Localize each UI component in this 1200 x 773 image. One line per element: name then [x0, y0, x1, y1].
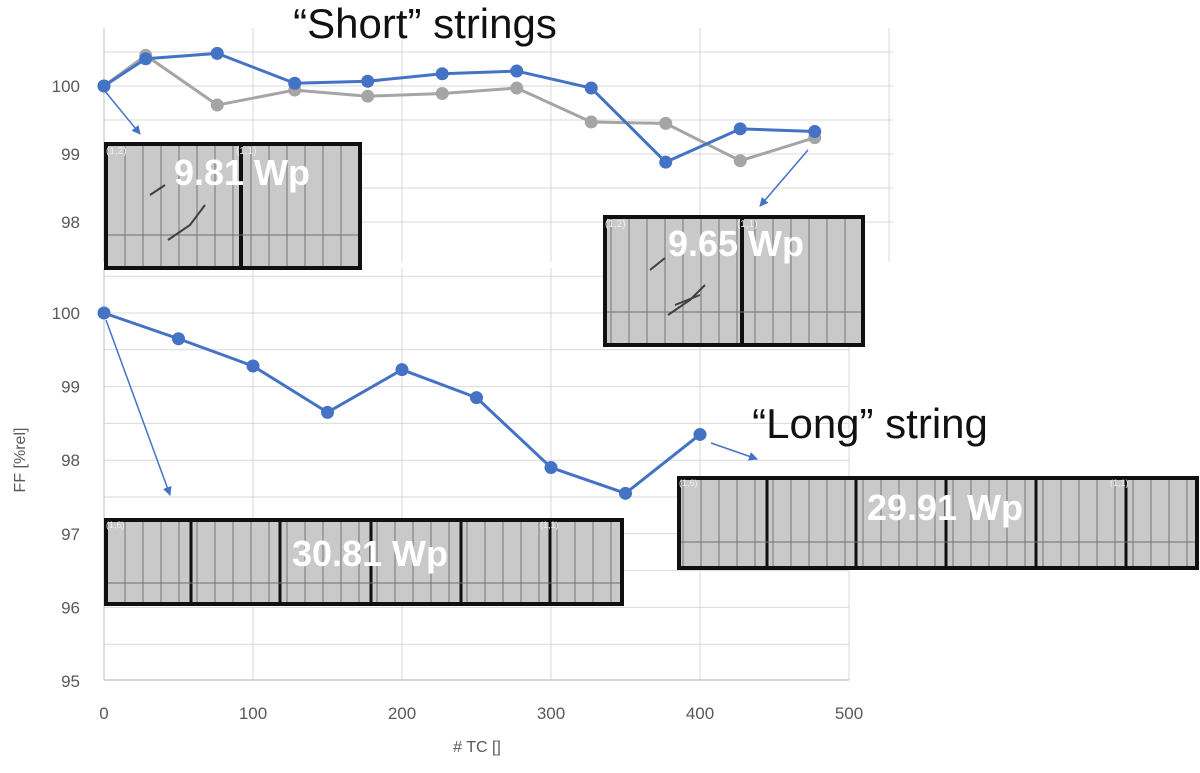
- long-y-tick-label: 99: [61, 378, 80, 397]
- short-strings-series: [97, 46, 822, 169]
- short-series-2-point: [808, 125, 822, 139]
- short-series-1-point: [210, 98, 224, 112]
- short-series-2-point: [510, 64, 524, 78]
- short-series-1-point: [510, 81, 524, 95]
- long-string-title: “Long” string: [752, 400, 988, 447]
- short-series-2-point: [210, 46, 224, 60]
- short-y-tick-label: 100: [52, 77, 80, 96]
- long-string-x-ticks: 0 100 200 300 400 500: [99, 704, 863, 723]
- long-y-tick-label: 96: [61, 598, 80, 617]
- short-strings-title: “Short” strings: [293, 0, 557, 47]
- long-series-1-point: [544, 461, 558, 475]
- long-series-1-point: [172, 332, 185, 346]
- long-series-1-point: [693, 427, 707, 441]
- short-series-2-point: [97, 79, 111, 93]
- long-x-tick-label: 500: [835, 704, 863, 723]
- short-series-2-point: [288, 76, 302, 90]
- y-axis-label: FF [%rel]: [12, 428, 29, 493]
- x-axis-label: # TC []: [453, 739, 501, 756]
- inset-short-initial-power-label: 9.81 Wp: [174, 152, 310, 193]
- short-series-2-point: [659, 155, 673, 169]
- short-y-tick-label: 98: [61, 213, 80, 232]
- short-series-1-point: [733, 154, 747, 168]
- short-series-2-point: [733, 122, 747, 136]
- short-series-1-point: [584, 115, 598, 129]
- el-image-short-final: (1,2) (1,1) 9.65 Wp: [603, 215, 865, 347]
- inset-long-initial-cell-label-right: (1,1): [540, 520, 559, 530]
- short-series-1-point: [435, 86, 449, 100]
- long-y-tick-label: 97: [61, 525, 80, 544]
- inset-long-final-cell-label-right: (1,1): [1110, 478, 1129, 488]
- short-series-2-point: [435, 67, 449, 81]
- inset-short-final-cell-label-left: (1,2): [605, 219, 626, 230]
- long-x-tick-label: 400: [686, 704, 714, 723]
- short-strings-y-ticks: 98 99 100: [52, 77, 80, 232]
- long-x-tick-label: 200: [388, 704, 416, 723]
- long-string-series: [97, 306, 707, 500]
- inset-long-initial-cell-label-left: (1,6): [106, 520, 125, 530]
- el-image-long-initial: (1,6) (1,1) 30.81 Wp: [104, 518, 624, 606]
- arrow-long-end: [710, 442, 758, 461]
- long-x-tick-label: 100: [239, 704, 267, 723]
- inset-long-initial-power-label: 30.81 Wp: [292, 533, 448, 574]
- el-image-short-initial: (1,2) (1,1) 9.81 Wp: [104, 142, 362, 270]
- inset-short-initial-cell-label-right: (1,1): [236, 146, 257, 157]
- long-series-1-point: [619, 486, 632, 500]
- short-series-1-point: [659, 116, 673, 130]
- long-y-tick-label: 100: [52, 304, 80, 323]
- short-y-tick-label: 99: [61, 145, 80, 164]
- short-series-2-point: [361, 74, 375, 88]
- arrow-short-start: [103, 89, 141, 135]
- inset-long-final-power-label: 29.91 Wp: [867, 487, 1023, 528]
- inset-short-final-cell-label-right: (1,1): [737, 219, 758, 230]
- long-y-tick-label: 98: [61, 451, 80, 470]
- callout-arrows: [103, 89, 809, 496]
- long-string-y-ticks: 95 96 97 98 99 100: [52, 304, 80, 691]
- long-x-tick-label: 0: [99, 704, 108, 723]
- inset-short-initial-cell-label-left: (1,2): [106, 146, 127, 157]
- long-series-1-point: [321, 405, 334, 419]
- short-series-2-point: [584, 81, 598, 95]
- long-series-1-point: [395, 363, 409, 377]
- long-x-tick-label: 300: [537, 704, 565, 723]
- inset-long-final-cell-label-left: (1,6): [679, 478, 698, 488]
- short-series-1-point: [361, 89, 375, 103]
- long-series-1-point: [97, 306, 111, 320]
- long-y-tick-label: 95: [61, 672, 80, 691]
- arrow-long-start: [105, 319, 172, 496]
- short-series-2-point: [139, 52, 153, 66]
- el-image-long-final: (1,6) (1,1) 29.91 Wp: [677, 476, 1199, 570]
- long-series-1-point: [470, 391, 483, 405]
- long-series-1-point: [246, 359, 260, 373]
- inset-short-final-power-label: 9.65 Wp: [668, 223, 804, 264]
- arrow-short-end: [759, 149, 809, 207]
